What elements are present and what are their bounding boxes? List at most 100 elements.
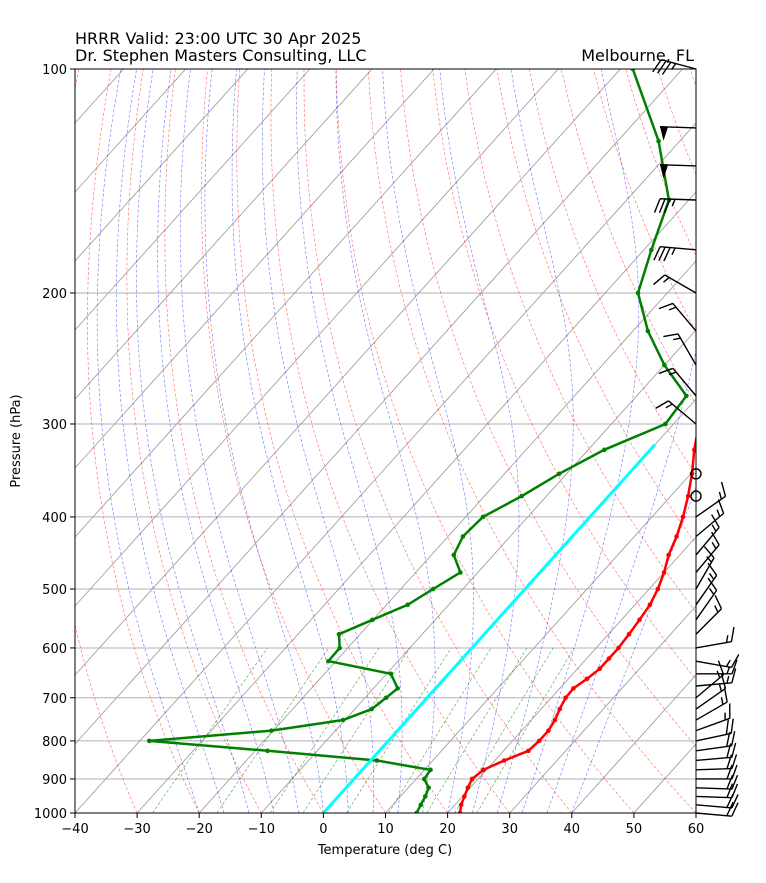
- temperature-marker: [462, 794, 467, 799]
- barb-full: [658, 198, 666, 214]
- barb-shaft: [677, 333, 697, 366]
- wind-barb: [695, 562, 718, 606]
- barb-shaft: [695, 701, 728, 721]
- barb-shaft: [695, 526, 720, 556]
- moist-adiabat-line: [231, 69, 349, 813]
- barb-half: [718, 683, 723, 692]
- dewpoint-marker: [418, 802, 424, 808]
- x-tick-label: 10: [377, 822, 394, 837]
- barb-shaft: [695, 812, 732, 817]
- barb-shaft: [695, 495, 726, 518]
- wind-barb: [658, 302, 697, 332]
- wind-barb: [695, 577, 718, 621]
- barb-half: [706, 556, 713, 563]
- barb-shaft: [695, 660, 732, 669]
- barb-full: [731, 774, 739, 790]
- y-tick-label: 400: [42, 511, 67, 526]
- barb-shaft: [672, 367, 697, 397]
- temperature-marker: [526, 748, 531, 754]
- dewpoint-marker: [458, 570, 463, 575]
- temperature-line: [458, 433, 696, 813]
- temperature-marker: [546, 728, 551, 733]
- barb-full: [703, 546, 715, 559]
- wind-barb: [659, 125, 697, 141]
- isotherm-line: [75, 69, 621, 676]
- y-tick-label: 900: [42, 773, 67, 788]
- barb-full: [652, 59, 662, 73]
- temperature-marker: [701, 329, 706, 334]
- barb-shaft: [695, 682, 732, 687]
- dewpoint-marker: [414, 810, 419, 813]
- dry-adiabat-line: [593, 69, 696, 333]
- dewpoint-marker: [430, 586, 436, 592]
- moist-adiabat-line: [546, 350, 696, 813]
- temperature-marker: [465, 785, 471, 791]
- dewpoint-marker: [340, 717, 346, 723]
- isotherm-line: [447, 536, 696, 813]
- barb-full: [707, 577, 718, 591]
- dewpoint-marker: [146, 738, 152, 744]
- temperature-marker: [761, 198, 766, 203]
- dewpoint-marker: [480, 514, 486, 520]
- barb-half: [714, 605, 719, 613]
- x-tick-label: 60: [688, 822, 705, 837]
- dewpoint-marker: [426, 785, 431, 791]
- dewpoint-marker: [663, 421, 668, 427]
- dewpoint-marker: [460, 534, 466, 539]
- barb-shaft: [659, 125, 697, 129]
- chart-title-author: Dr. Stephen Masters Consulting, LLC: [75, 46, 367, 65]
- barb-shaft: [695, 641, 732, 649]
- temperature-marker: [501, 758, 507, 763]
- wind-barb: [652, 59, 697, 75]
- barb-half: [668, 371, 677, 376]
- dewpoint-marker: [556, 471, 562, 477]
- temperature-marker: [637, 617, 642, 623]
- axes: −40 −30 −20 −10 0 10 20 30 40 50 60 100 200 300 400 500…: [34, 63, 704, 837]
- barb-full: [663, 247, 671, 262]
- temperature-marker: [697, 422, 702, 427]
- barb-half: [720, 697, 724, 705]
- barb-shaft: [695, 544, 720, 573]
- moist-adiabat-line: [116, 69, 225, 813]
- wind-barb: [695, 774, 739, 790]
- temperature-marker: [571, 686, 576, 691]
- dewpoint-marker: [649, 247, 654, 253]
- barb-half: [665, 403, 673, 409]
- y-tick-label: 800: [42, 735, 67, 750]
- barb-shaft: [695, 574, 718, 606]
- barb-pennant: [660, 126, 669, 141]
- temperature-marker: [647, 602, 653, 608]
- isotherm-line: [509, 605, 696, 813]
- wind-barb: [653, 245, 697, 262]
- wind-barb: [695, 703, 731, 732]
- plot-frame: [74, 68, 697, 814]
- temperature-marker: [705, 291, 710, 296]
- barb-full: [653, 246, 661, 261]
- isotherm-line: [75, 122, 696, 813]
- barb-full: [731, 659, 738, 675]
- dewpoint-marker: [395, 686, 400, 691]
- barb-full: [653, 198, 661, 213]
- barb-half: [725, 659, 731, 667]
- dry-adiabat-line: [722, 69, 766, 813]
- wind-barb: [696, 659, 738, 675]
- calm-wind-marker: [690, 490, 702, 502]
- barb-full: [731, 783, 739, 798]
- wind-barb: [695, 687, 728, 721]
- barb-full: [720, 481, 727, 497]
- wind-barb: [695, 668, 737, 687]
- x-tick-label: −20: [185, 822, 212, 837]
- dry-adiabat-line: [400, 69, 696, 747]
- temperature-marker: [744, 248, 749, 253]
- dewpoint-marker: [326, 658, 331, 664]
- isotherm-line: [75, 69, 559, 607]
- wind-barb: [658, 367, 697, 397]
- y-axis-label: Pressure (hPa): [9, 394, 24, 487]
- isotherm-line: [385, 467, 696, 813]
- dewpoint-marker: [388, 671, 394, 677]
- barb-full: [730, 654, 740, 668]
- barb-full: [658, 367, 674, 375]
- chart-title-model-valid-time: HRRR Valid: 23:00 UTC 30 Apr 2025: [75, 29, 362, 48]
- barb-full: [726, 801, 734, 816]
